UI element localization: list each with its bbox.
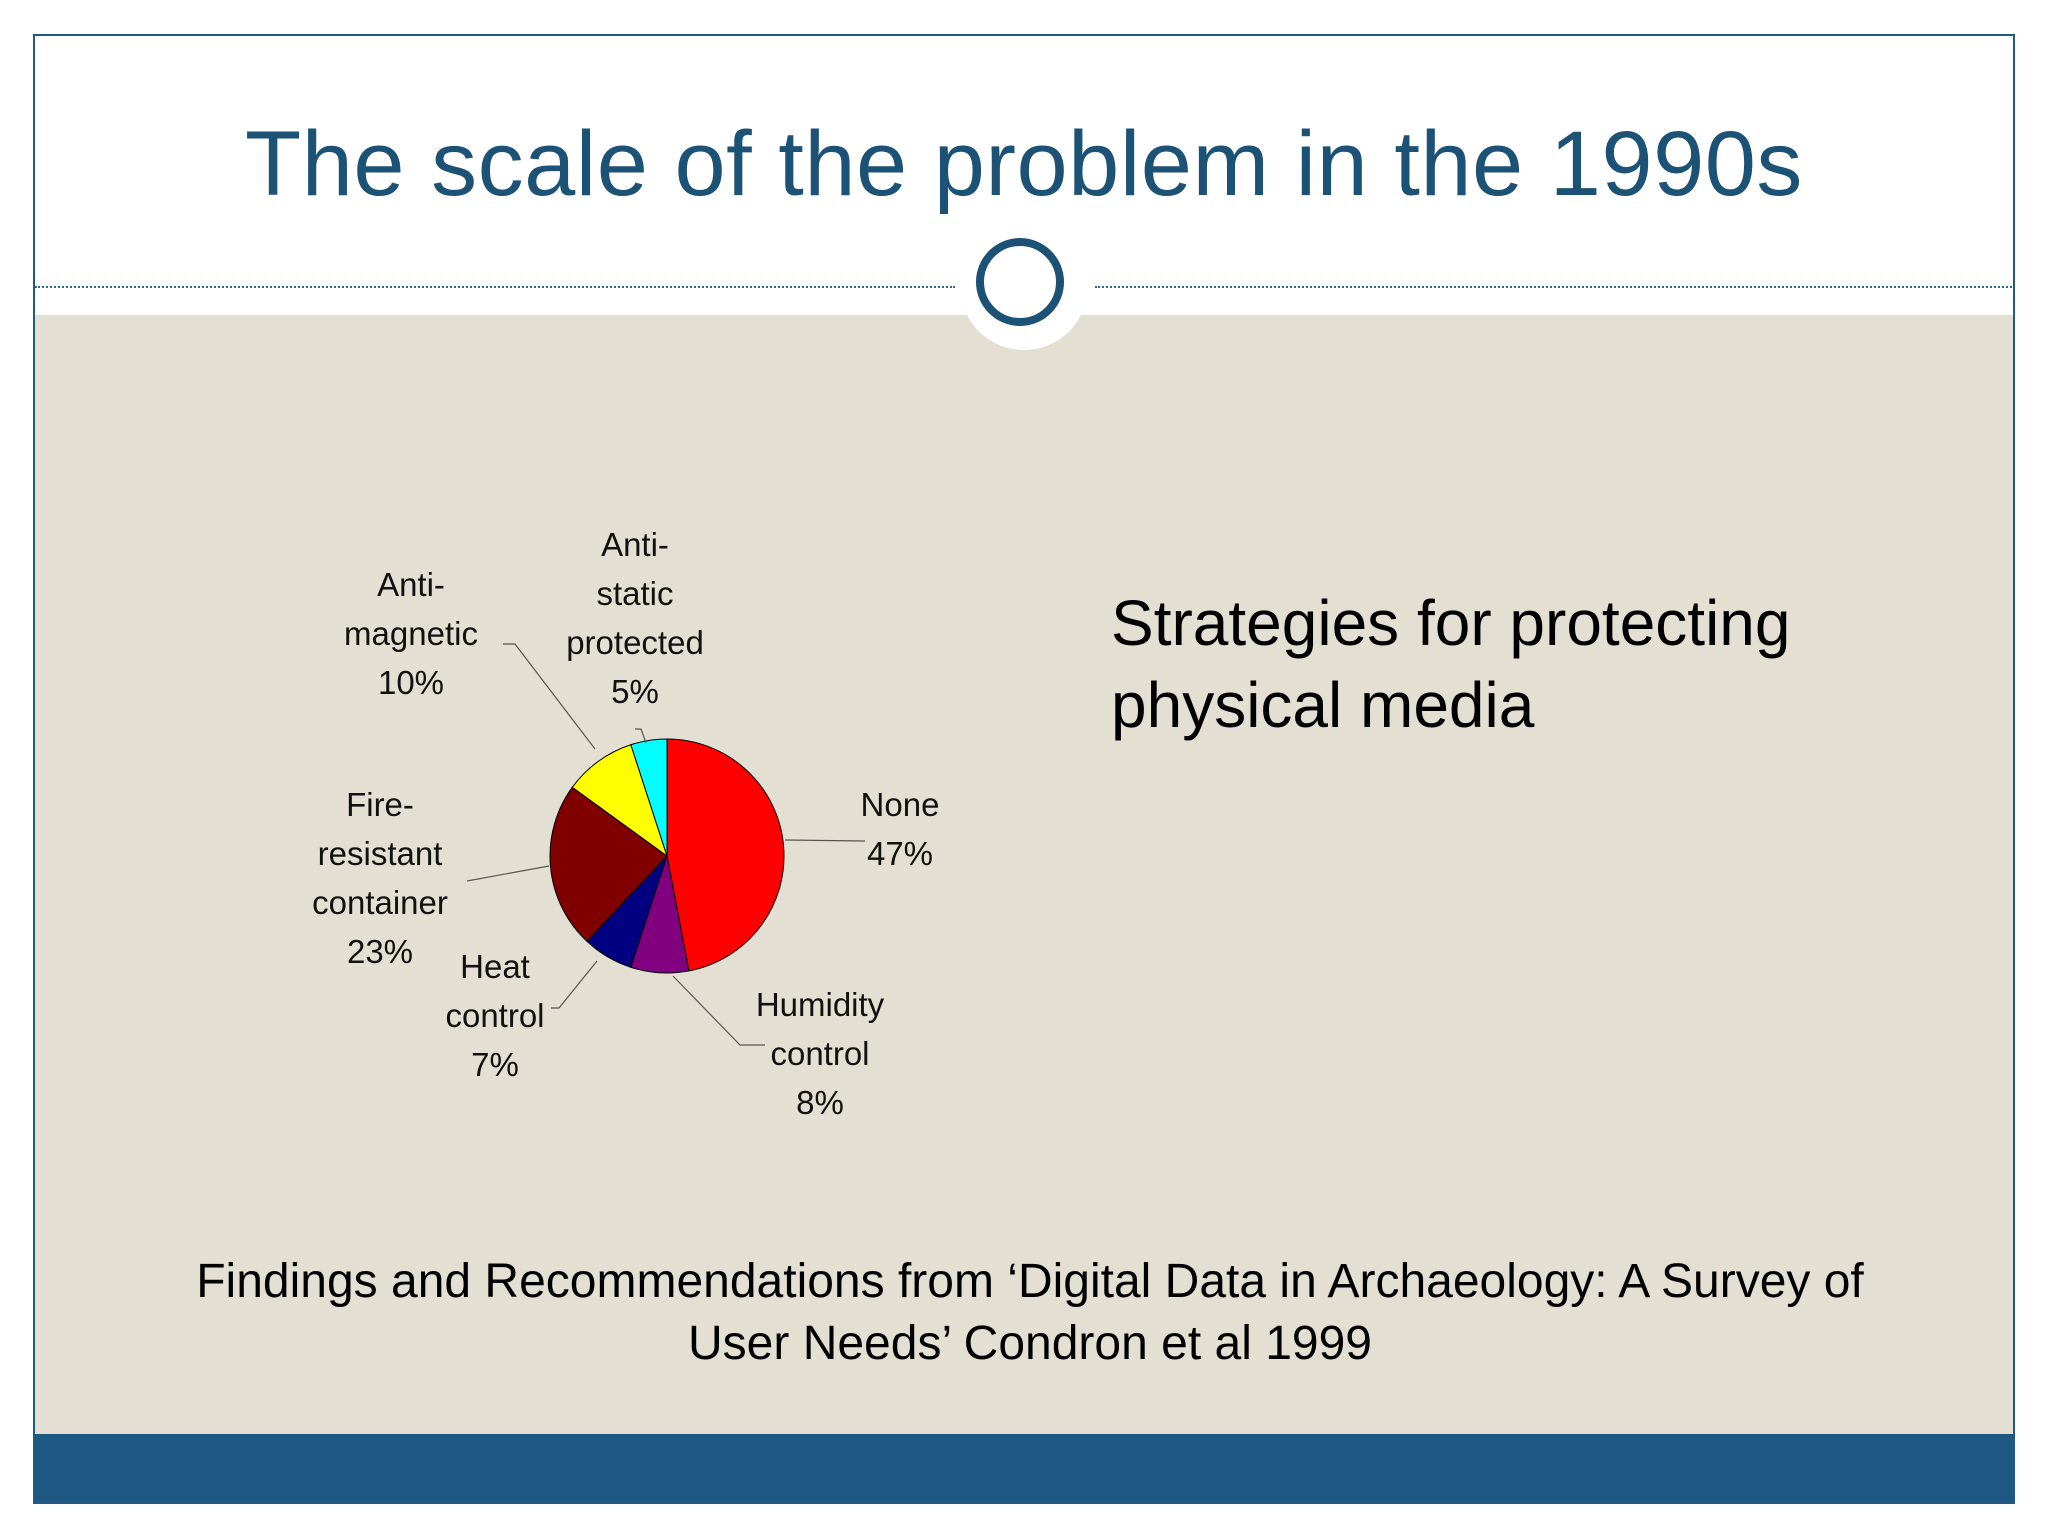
title-divider-left (35, 286, 955, 288)
divider-ring-icon (976, 238, 1064, 326)
pie-slice-none (666, 738, 785, 972)
pie-slice-anti-magnetic (571, 744, 668, 858)
citation-text: Findings and Recommendations from ‘Digit… (196, 1255, 1864, 1370)
chart-caption: Strategies for protecting physical media (1111, 587, 1791, 741)
leader-line (503, 643, 596, 750)
slide-title: The scale of the problem in the 1990s (245, 113, 1803, 215)
pie-slice-anti-static-protected (630, 738, 668, 857)
leader-line (784, 839, 866, 842)
pie-chart (466, 643, 866, 1046)
data-label: Humidity control 8% (755, 986, 885, 1121)
data-label: Anti- magnetic 10% (344, 566, 478, 701)
slide-body (35, 315, 2013, 1435)
data-label: None 47% (860, 786, 940, 872)
leader-line (672, 975, 765, 1046)
title-divider-right (1095, 286, 2013, 288)
slide: The scale of the problem in the 1990s No… (33, 34, 2015, 1504)
leader-line (635, 728, 647, 744)
leader-line (466, 865, 550, 882)
data-label: Heat control 7% (445, 948, 545, 1083)
data-label: Anti- static protected 5% (566, 526, 704, 710)
leader-line (551, 960, 598, 1009)
footer-bar (35, 1434, 2013, 1502)
data-label: Fire- resistant container 23% (312, 786, 448, 970)
pie-slice-fire-resistant-container (549, 786, 668, 942)
